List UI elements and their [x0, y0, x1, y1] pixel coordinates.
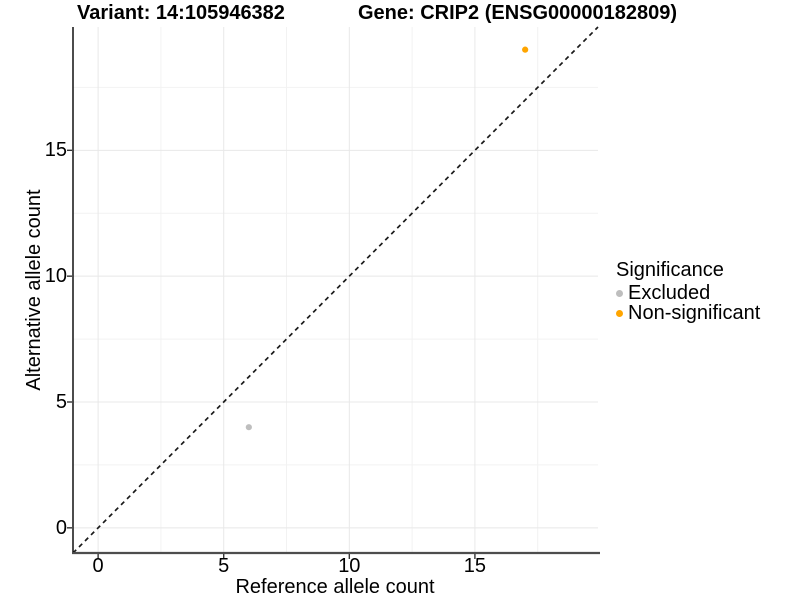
variant-title: Variant: 14:105946382: [77, 2, 285, 24]
x-axis-title: Reference allele count: [235, 576, 435, 598]
y-tick-label: 5: [55, 390, 67, 413]
legend-title: Significance: [616, 259, 724, 281]
x-tick-label: 5: [218, 555, 230, 577]
y-tick-label: 15: [44, 139, 67, 162]
legend-item-label: Non-significant: [628, 302, 761, 324]
x-tick-label: 0: [92, 555, 104, 577]
y-tick-label: 0: [55, 516, 67, 539]
gene-title: Gene: CRIP2 (ENSG00000182809): [358, 2, 678, 24]
legend-item-excluded: Excluded: [613, 283, 760, 303]
legend-item-non-significant: Non-significant: [613, 303, 760, 323]
legend: Significance Excluded Non-significant: [613, 258, 760, 323]
y-axis-title: Alternative allele count: [23, 189, 45, 391]
y-tick-label: 10: [44, 265, 67, 288]
x-tick-label: 10: [338, 555, 361, 577]
legend-item-label: Excluded: [628, 282, 711, 304]
non-significant-swatch-icon: [616, 309, 623, 317]
excluded-swatch-icon: [616, 289, 623, 297]
x-tick-label: 15: [463, 555, 487, 577]
